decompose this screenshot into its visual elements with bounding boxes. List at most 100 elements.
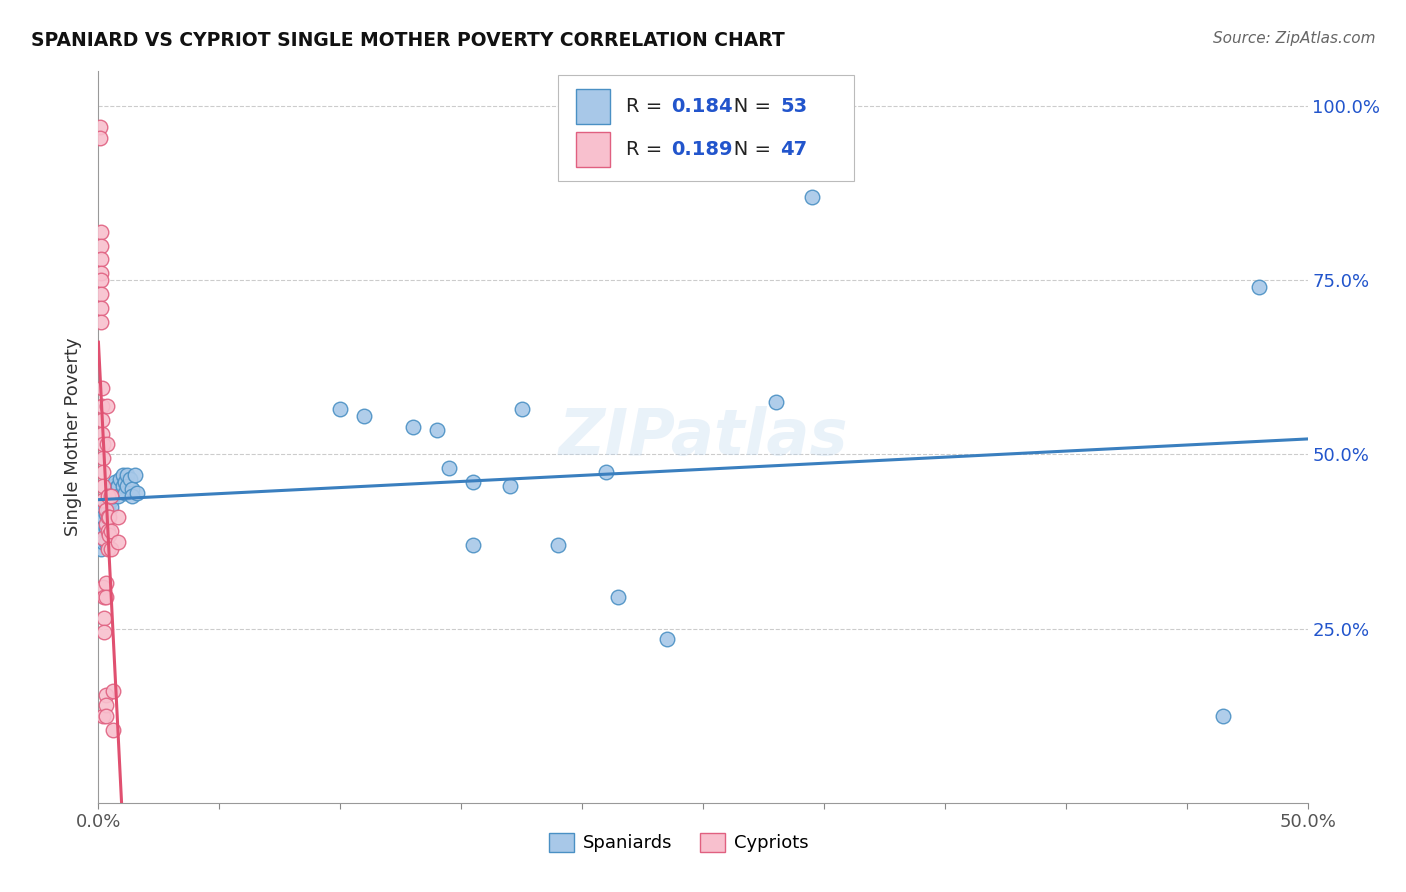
Point: [121, 489, 143, 503]
Point: [90, 301, 112, 316]
Text: N =: N =: [716, 97, 778, 116]
Point: [94, 521, 117, 535]
Text: 47: 47: [780, 140, 807, 160]
Point: [94, 708, 117, 723]
Point: [127, 485, 149, 500]
Point: [90, 541, 112, 556]
Point: [121, 483, 143, 497]
Point: [91, 479, 114, 493]
Point: [91, 381, 114, 395]
Point: [94, 503, 117, 517]
Point: [94, 534, 117, 549]
Point: [800, 190, 823, 204]
Point: [124, 468, 146, 483]
Point: [437, 461, 460, 475]
Point: [765, 395, 787, 409]
Point: [90, 266, 112, 280]
Point: [114, 475, 136, 490]
Point: [100, 500, 122, 514]
Point: [463, 538, 485, 552]
Text: SPANIARD VS CYPRIOT SINGLE MOTHER POVERTY CORRELATION CHART: SPANIARD VS CYPRIOT SINGLE MOTHER POVERT…: [31, 31, 785, 50]
Point: [96, 437, 118, 451]
Point: [97, 510, 120, 524]
Point: [97, 524, 120, 538]
Point: [101, 489, 124, 503]
Point: [90, 238, 112, 252]
Point: [402, 419, 425, 434]
Point: [96, 399, 118, 413]
Point: [97, 541, 120, 556]
Point: [98, 527, 121, 541]
Point: [97, 503, 120, 517]
Point: [94, 500, 117, 514]
Point: [89, 120, 111, 134]
Point: [118, 472, 141, 486]
Point: [100, 485, 122, 500]
Point: [91, 510, 114, 524]
Point: [1249, 280, 1271, 294]
Point: [93, 625, 115, 640]
Point: [104, 483, 127, 497]
Text: N =: N =: [716, 140, 778, 160]
Point: [91, 521, 114, 535]
Point: [353, 409, 375, 424]
Point: [510, 402, 533, 417]
Point: [97, 496, 120, 510]
Point: [101, 723, 124, 737]
Point: [100, 489, 122, 503]
Point: [94, 698, 117, 713]
Text: Source: ZipAtlas.com: Source: ZipAtlas.com: [1212, 31, 1375, 46]
Point: [117, 468, 139, 483]
Point: [94, 576, 117, 591]
Point: [90, 534, 112, 549]
Point: [94, 507, 117, 521]
Text: 0.184: 0.184: [672, 97, 733, 116]
Point: [100, 541, 122, 556]
Point: [91, 534, 114, 549]
Point: [91, 426, 114, 441]
Point: [94, 591, 117, 605]
Point: [607, 591, 630, 605]
Point: [97, 489, 120, 503]
Point: [90, 273, 112, 287]
Text: R =: R =: [626, 97, 668, 116]
Point: [90, 524, 112, 538]
Point: [91, 492, 114, 507]
Point: [111, 468, 134, 483]
Point: [93, 611, 115, 625]
Point: [91, 399, 114, 413]
Point: [114, 485, 136, 500]
Point: [90, 225, 112, 239]
Point: [90, 514, 112, 528]
Point: [91, 465, 114, 479]
Point: [107, 510, 129, 524]
Point: [91, 531, 114, 545]
Point: [89, 130, 111, 145]
Point: [91, 708, 114, 723]
Point: [498, 479, 520, 493]
Bar: [576, 132, 610, 168]
Point: [94, 688, 117, 702]
Point: [117, 479, 139, 493]
Point: [329, 402, 352, 417]
Point: [108, 472, 131, 486]
Point: [90, 287, 112, 301]
Point: [100, 492, 122, 507]
FancyBboxPatch shape: [558, 75, 855, 181]
Y-axis label: Single Mother Poverty: Single Mother Poverty: [65, 338, 83, 536]
Point: [91, 580, 114, 594]
Point: [655, 632, 678, 646]
Text: ZIPatlas: ZIPatlas: [558, 406, 848, 468]
Point: [98, 510, 121, 524]
Point: [595, 465, 617, 479]
Legend: Spaniards, Cypriots: Spaniards, Cypriots: [541, 826, 815, 860]
Point: [91, 503, 114, 517]
Text: 0.189: 0.189: [672, 140, 733, 160]
Point: [101, 479, 124, 493]
Point: [104, 475, 127, 490]
Point: [91, 437, 114, 451]
Point: [107, 534, 129, 549]
Point: [1212, 708, 1234, 723]
Point: [101, 684, 124, 698]
Point: [91, 412, 114, 426]
